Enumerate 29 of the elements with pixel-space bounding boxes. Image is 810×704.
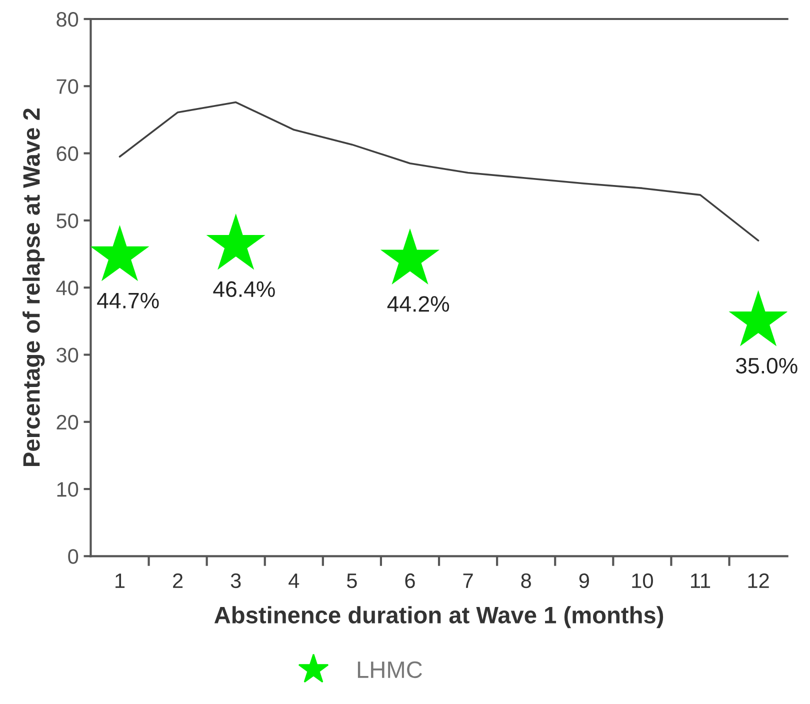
- y-tick-label: 30: [56, 348, 78, 362]
- x-tick-label: 10: [632, 573, 653, 588]
- x-tick-label: 12: [748, 573, 769, 588]
- x-tick-label: 4: [288, 574, 300, 588]
- x-tick-label: 9: [579, 573, 589, 588]
- data-label: 46.4%: [213, 281, 275, 298]
- x-tick-label: 3: [230, 573, 241, 588]
- y-tick-label: 10: [57, 482, 78, 497]
- data-label: 44.2%: [387, 296, 450, 312]
- legend-label: LHMC: [358, 661, 422, 678]
- x-tick-label: 11: [691, 574, 710, 588]
- y-tick-label: 60: [56, 146, 78, 162]
- y-tick-label: 20: [56, 414, 78, 430]
- y-tick-label: 0: [68, 549, 78, 564]
- y-tick-label: 70: [56, 79, 78, 94]
- x-tick-label: 5: [346, 574, 357, 588]
- line-series: [118, 101, 760, 242]
- x-tick-label: 7: [463, 574, 473, 588]
- x-axis-title: Abstinence duration at Wave 1 (months): [214, 606, 664, 628]
- x-tick-label: 6: [405, 573, 415, 588]
- y-tick-label: 50: [56, 213, 78, 228]
- y-tick-label: 80: [56, 12, 78, 27]
- x-tick-label: 1: [116, 574, 125, 588]
- x-tick-label: 8: [521, 573, 531, 588]
- data-label: 35.0%: [736, 358, 798, 374]
- y-axis-title: Percentage of relapse at Wave 2: [22, 108, 45, 466]
- y-tick-label: 40: [56, 280, 78, 296]
- data-label: 44.7%: [97, 292, 159, 308]
- x-tick-label: 2: [173, 573, 183, 588]
